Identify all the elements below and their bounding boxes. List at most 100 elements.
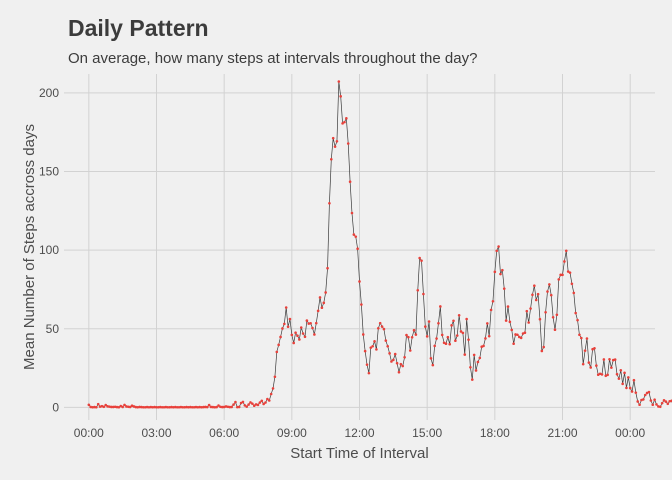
data-point [561,273,564,277]
data-point [311,326,314,330]
data-point [281,327,284,330]
data-point [173,405,177,409]
data-point [296,334,299,338]
data-point [621,382,624,386]
y-tick-label: 0 [52,400,59,414]
data-point [655,403,658,406]
data-point [407,335,410,339]
data-point [277,343,280,347]
data-point [345,117,348,120]
data-point [337,80,341,83]
data-point [290,333,294,337]
data-point [143,405,147,409]
data-point [140,405,143,409]
data-point [542,345,546,349]
data-point [292,341,296,345]
data-point [563,260,566,263]
data-point [284,306,288,309]
data-point [581,362,585,366]
data-point [348,180,352,184]
data-point [482,344,485,348]
data-point [365,363,369,366]
data-point [664,400,668,403]
data-point [309,321,312,325]
data-point [115,405,119,409]
data-point [642,398,645,401]
data-point [602,358,606,361]
data-point [553,328,557,332]
data-point [371,344,374,348]
data-point [331,136,335,140]
data-point [95,405,98,409]
data-point [502,287,506,290]
data-point [271,387,275,390]
data-point [164,405,168,409]
data-point [653,398,656,402]
data-point [534,298,538,302]
x-tick-label: 15:00 [412,426,442,440]
data-point [589,366,593,369]
data-point [531,293,534,297]
data-point [606,373,609,377]
data-point [252,404,256,407]
data-point [423,325,427,328]
data-point [239,401,243,405]
axis-tick-labels: 0 50 100 150 200 00:00 03:00 06:00 09:00 12:00 15:… [39,86,646,440]
data-point [266,397,269,401]
data-point [454,339,457,343]
data-point [320,306,324,310]
data-point [497,245,500,248]
data-point [111,405,115,409]
data-point [93,405,96,409]
data-point [476,360,480,364]
data-point [395,361,399,365]
data-point [352,233,356,236]
data-point [155,405,158,409]
data-point [632,378,636,382]
data-point [540,349,544,353]
data-point [429,357,433,360]
data-point [121,405,124,409]
data-point [615,372,619,376]
data-point [643,393,647,397]
data-point [234,400,237,404]
data-point [134,405,138,409]
data-point [96,402,100,406]
data-point [236,405,239,409]
data-point [168,405,171,409]
data-point [375,348,378,351]
data-point [493,270,497,274]
data-point [551,316,555,319]
data-point [636,400,639,403]
chart-title: Daily Pattern [68,15,209,41]
series-steps [87,80,672,409]
data-point [256,403,260,407]
data-point [181,405,185,409]
data-point [425,335,429,338]
data-point [166,405,170,409]
data-point [484,337,487,340]
data-point [455,334,459,337]
data-point [593,346,596,350]
data-point [457,313,461,317]
data-point [220,405,224,409]
data-point [382,327,386,331]
data-point [435,337,438,340]
data-point [241,400,245,404]
data-point [600,373,604,376]
data-point [467,338,470,341]
data-point [298,338,301,341]
data-point [386,344,390,348]
data-point [211,405,215,409]
data-point [487,334,491,338]
data-point [472,353,476,357]
y-tick-label: 150 [39,165,59,179]
data-point [613,358,617,361]
data-point [469,366,472,369]
data-point [339,95,343,98]
data-point [527,321,530,324]
data-point [408,349,412,352]
data-point [273,375,277,379]
data-point [153,405,156,409]
